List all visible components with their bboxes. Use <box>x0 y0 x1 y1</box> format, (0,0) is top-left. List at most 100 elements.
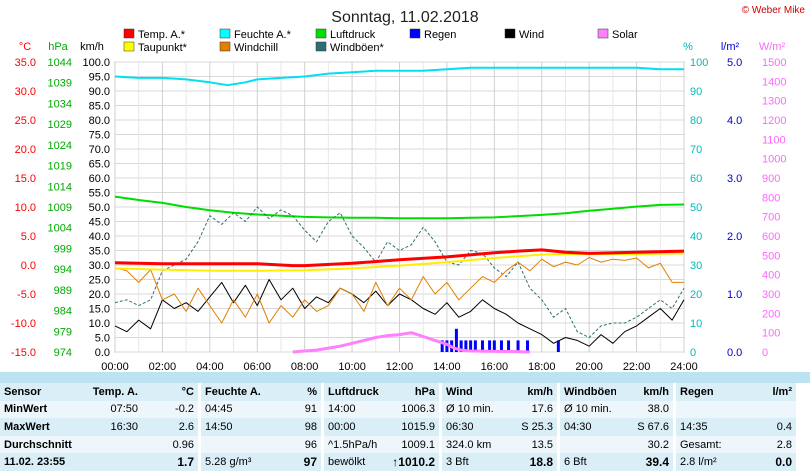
stats-cell <box>560 435 616 454</box>
y-tick-label: 1000 <box>762 154 786 166</box>
stats-row: MaxWert 16:30 2.6 14:50 98 00:00 1015.9 06:30 S … <box>0 418 810 436</box>
stats-gap <box>796 418 810 436</box>
y-tick-label: 600 <box>762 231 780 243</box>
y-tick-label: 800 <box>762 192 780 204</box>
stats-cell: S 67.6 <box>616 418 673 436</box>
stats-gap <box>673 383 676 401</box>
chart-title: Sonntag, 11.02.2018 <box>331 9 478 26</box>
y-tick-label: 3.0 <box>727 173 742 185</box>
stats-cell: % <box>271 383 321 401</box>
y-tick-label: 5.0 <box>21 231 36 243</box>
stats-cell: Sensor <box>0 383 86 401</box>
rain-bar <box>454 328 458 352</box>
stats-cell: 1006.3 <box>386 400 439 419</box>
y-tick-label: 700 <box>762 212 780 224</box>
stats-row: 11.02. 23:55 1.7 5.28 g/m³ 97 bewölkt ↑1010.2… <box>0 453 810 471</box>
y-tick-label: 55.0 <box>89 188 110 200</box>
stats-cell: 07:50 <box>86 400 142 419</box>
stats-cell: 06:30 <box>442 418 502 436</box>
y-tick-label: 1400 <box>762 76 786 88</box>
stats-row: Durchschnitt 0.96 96 ^1.5hPa/h 1009.1 324.0 k… <box>0 435 810 454</box>
stats-cell: -0.2 <box>142 400 198 419</box>
legend-label: Windchill <box>234 42 278 54</box>
stats-cell: 0.0 <box>738 453 796 471</box>
series-line <box>114 257 684 324</box>
x-tick-label: 06:00 <box>243 361 271 372</box>
legend-label: Windböen* <box>330 42 385 54</box>
x-tick-label: 18:00 <box>528 361 556 372</box>
stats-gap <box>321 435 324 454</box>
stats-cell: Durchschnitt <box>0 435 86 454</box>
y-tick-label: 1004 <box>48 223 72 235</box>
stats-gap <box>796 400 810 419</box>
rain-bar <box>464 340 468 352</box>
axis-unit-label: % <box>683 41 693 53</box>
stats-cell: 14:00 <box>324 400 386 419</box>
series-line <box>114 195 685 220</box>
y-tick-label: 994 <box>54 264 72 276</box>
y-tick-label: 100.0 <box>82 57 110 69</box>
y-tick-label: 1029 <box>48 119 72 131</box>
y-tick-label: 15.0 <box>89 304 110 316</box>
rain-bar <box>488 340 492 352</box>
stats-cell: 14:50 <box>201 418 271 436</box>
y-tick-label: 75.0 <box>89 130 110 142</box>
y-tick-label: 40.0 <box>89 231 110 243</box>
x-tick-label: 02:00 <box>149 361 177 372</box>
y-tick-label: 25.0 <box>89 275 110 287</box>
stats-gap <box>439 400 442 419</box>
stats-cell: 11.02. 23:55 <box>0 453 86 471</box>
stats-cell: 2.8 <box>738 435 796 454</box>
y-tick-label: 900 <box>762 173 780 185</box>
x-tick-label: 20:00 <box>575 361 603 372</box>
y-tick-label: 1044 <box>48 57 72 69</box>
series-line <box>114 279 685 347</box>
stats-gap <box>673 453 676 471</box>
stats-gap <box>439 453 442 471</box>
series-line <box>114 206 685 338</box>
y-tick-label: 984 <box>54 306 72 318</box>
stats-cell: 04:45 <box>201 400 271 419</box>
x-tick-label: 12:00 <box>386 361 414 372</box>
y-tick-label: -5.0 <box>17 289 36 301</box>
stats-cell: Luftdruck <box>324 383 386 401</box>
stats-gap <box>321 453 324 471</box>
stats-gap <box>321 418 324 436</box>
legend-label: Solar <box>612 29 638 41</box>
stats-gap <box>198 418 201 436</box>
y-tick-label: 25.0 <box>15 115 36 127</box>
stats-cell: 04:30 <box>560 418 616 436</box>
y-tick-label: 90.0 <box>89 86 110 98</box>
stats-cell: 96 <box>271 435 321 454</box>
y-tick-label: 0 <box>690 347 696 359</box>
y-tick-label: 1009 <box>48 202 72 214</box>
x-tick-label: 00:00 <box>101 361 129 372</box>
stats-gap <box>557 453 560 471</box>
stats-cell <box>738 400 796 419</box>
y-tick-label: 70 <box>690 144 702 156</box>
stats-gap <box>321 383 324 401</box>
stats-cell: 13.5 <box>502 435 557 454</box>
y-tick-label: 95.0 <box>89 72 110 84</box>
stats-gap <box>198 400 201 419</box>
stats-gap <box>796 383 810 401</box>
y-tick-label: 30 <box>690 260 702 272</box>
stats-cell: 0.4 <box>738 418 796 436</box>
stats-cell: Wind <box>442 383 502 401</box>
y-tick-label: 1100 <box>762 134 786 146</box>
y-tick-label: 1014 <box>48 181 72 193</box>
stats-cell: 17.6 <box>502 400 557 419</box>
stats-cell: 1015.9 <box>386 418 439 436</box>
legend-label: Temp. A.* <box>138 29 186 41</box>
y-tick-label: 100 <box>762 328 780 340</box>
y-tick-label: 979 <box>54 326 72 338</box>
stats-cell: 14:35 <box>676 418 738 436</box>
stats-gap <box>439 435 442 454</box>
stats-gap <box>796 435 810 454</box>
gridlines <box>114 61 685 353</box>
rain-bar <box>507 340 511 352</box>
stats-cell: km/h <box>616 383 673 401</box>
y-tick-label: 10.0 <box>89 318 110 330</box>
y-tick-label: 0.0 <box>95 347 110 359</box>
stats-gap <box>557 435 560 454</box>
